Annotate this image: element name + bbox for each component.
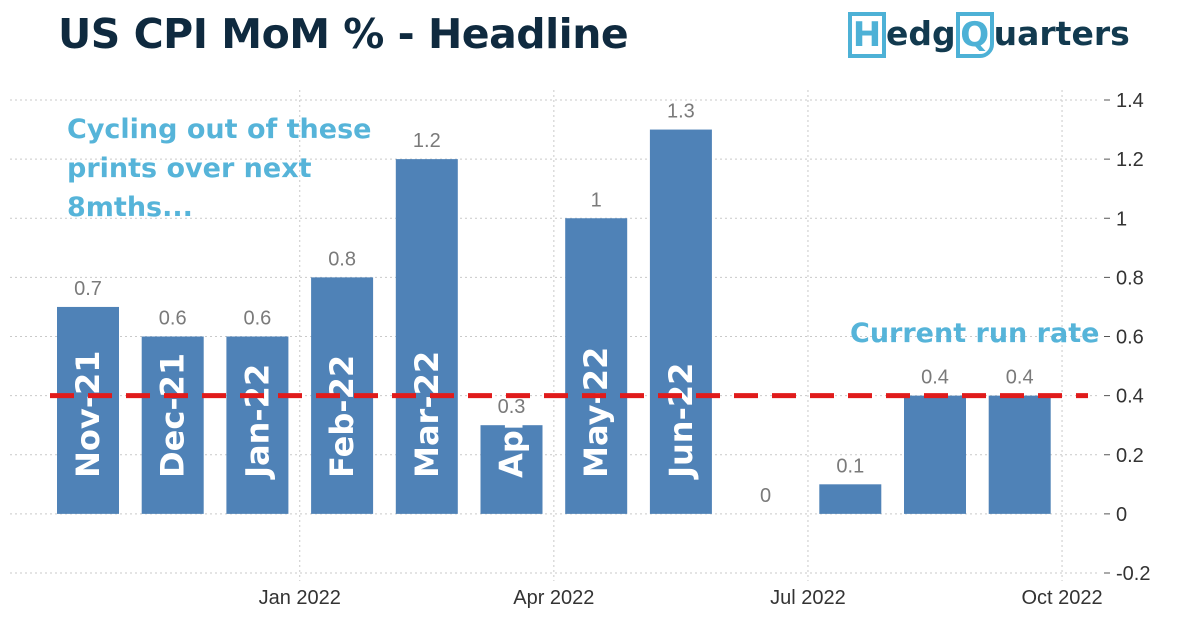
bar: [141, 336, 204, 514]
bar-category-label: Mar-22: [408, 351, 446, 478]
bar-category-label: Jun-22: [662, 363, 700, 480]
y-tick-label: -0.2: [1116, 563, 1150, 585]
bar: [226, 336, 289, 514]
cycling-annotation-line-3: 8mths...: [67, 192, 193, 223]
bar-value-label: 1.2: [413, 130, 441, 152]
bar-category-label: Apr: [493, 414, 531, 478]
y-tick-label: 1.4: [1116, 90, 1144, 112]
bars: [57, 129, 1051, 514]
logo-h-box: H: [848, 12, 886, 58]
run-rate-annotation: Current run rate: [850, 318, 1099, 349]
bar: [819, 484, 882, 514]
y-tick-label: 0.2: [1116, 445, 1144, 467]
bar-value-label: 0.6: [159, 308, 187, 330]
y-tick-label: 1.2: [1116, 149, 1144, 171]
cycling-annotation-line-2: prints over next: [67, 153, 312, 184]
bar: [565, 218, 628, 514]
bar-category-label: Jan-22: [238, 364, 276, 480]
bar-value-label: 0: [760, 485, 771, 507]
bar-value-label: 0.1: [836, 455, 864, 477]
x-axis-ticks: Jan 2022 Apr 2022 Jul 2022 Oct 2022: [259, 587, 1103, 609]
bar-value-labels: 0.7 0.6 0.6 0.8 1.2 0.3 1 1.3 0 0.1 0.4 0.4: [74, 101, 1034, 507]
bar-value-label: 1: [591, 189, 602, 211]
bar: [480, 425, 543, 514]
x-tick-label: Jul 2022: [770, 587, 846, 609]
bar: [395, 159, 458, 514]
y-tick-label: 0.8: [1116, 267, 1144, 289]
bar-value-label: 0.3: [498, 396, 526, 418]
bar-category-label: Dec-21: [154, 353, 192, 478]
cycling-annotation: Cycling out of these prints over next 8m…: [67, 114, 381, 223]
bar-value-label: 0.4: [1006, 367, 1034, 389]
y-tick-label: 1: [1116, 208, 1127, 230]
chart-title: US CPI MoM % - Headline: [58, 10, 629, 58]
bar-value-label: 0.7: [74, 278, 102, 300]
x-tick-label: Jan 2022: [259, 587, 341, 609]
y-axis-ticks: 1.4 1.2 1 0.8 0.6 0.4 0.2 0 -0.2: [1104, 90, 1150, 585]
bar-value-label: 0.8: [328, 248, 356, 270]
bar-value-label: 1.3: [667, 101, 695, 123]
bar-category-labels: Nov-21 Dec-21 Jan-22 Feb-22 Mar-22 Apr May-22 J…: [69, 347, 700, 480]
bar-value-label: 0.6: [243, 308, 271, 330]
logo-text-1: edg: [886, 14, 956, 53]
bar-category-label: May-22: [577, 347, 615, 478]
logo-text-2: uarters: [993, 14, 1130, 53]
y-tick-label: 0.4: [1116, 386, 1144, 408]
bar: [57, 306, 119, 514]
cycling-annotation-line-1: Cycling out of these: [67, 114, 371, 145]
bar-category-label: Feb-22: [323, 355, 361, 478]
bar: [649, 129, 712, 514]
bar: [904, 395, 966, 514]
x-tick-label: Oct 2022: [1021, 587, 1102, 609]
logo-q-box: Q: [955, 12, 994, 58]
bar: [988, 395, 1051, 514]
bar-category-label: Nov-21: [69, 350, 107, 477]
y-tick-label: 0.6: [1116, 327, 1144, 349]
y-tick-label: 0: [1116, 504, 1127, 526]
bar-value-label: 0.4: [921, 367, 949, 389]
x-tick-label: Apr 2022: [513, 587, 594, 609]
